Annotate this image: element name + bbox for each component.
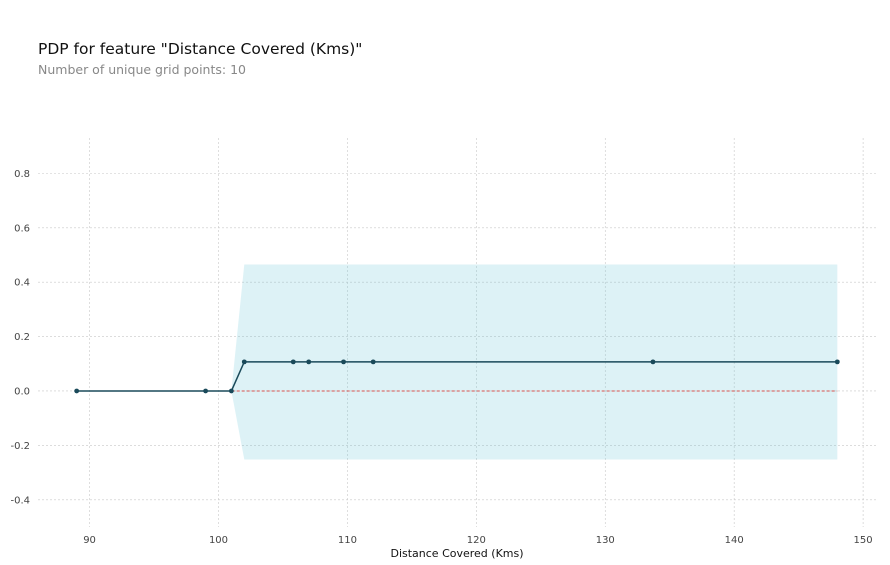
x-tick-label: 110 — [338, 535, 357, 546]
x-tick-label: 130 — [596, 535, 615, 546]
data-point — [834, 359, 840, 365]
data-point — [370, 359, 376, 365]
data-point — [290, 359, 296, 365]
x-tick-label: 120 — [467, 535, 486, 546]
chart-title: PDP for feature "Distance Covered (Kms)" — [38, 40, 363, 58]
data-point — [241, 359, 247, 365]
x-tick-label: 140 — [725, 535, 744, 546]
grid-lines — [38, 138, 876, 527]
y-tick-label: 0.0 — [14, 386, 30, 397]
data-point — [306, 359, 312, 365]
series-line — [76, 361, 838, 392]
data-point — [228, 388, 234, 394]
chart-subtitle: Number of unique grid points: 10 — [38, 62, 246, 77]
x-axis-label: Distance Covered (Kms) — [390, 547, 523, 560]
data-point — [650, 359, 656, 365]
y-tick-labels: -0.4 -0.2 0.0 0.2 0.4 0.6 0.8 — [10, 169, 30, 506]
x-tick-label: 100 — [209, 535, 228, 546]
data-point — [341, 359, 346, 365]
y-tick-label: 0.2 — [14, 332, 30, 343]
pdp-line-series — [74, 359, 840, 394]
data-point — [74, 388, 80, 394]
x-tick-label: 90 — [83, 535, 96, 546]
y-tick-label: 0.6 — [14, 223, 30, 234]
data-point — [203, 388, 209, 394]
y-tick-label: -0.2 — [10, 441, 30, 452]
y-tick-label: 0.8 — [14, 169, 30, 180]
y-tick-label: 0.4 — [14, 278, 30, 289]
x-tick-labels: 90 100 110 120 130 140 150 — [83, 535, 872, 546]
x-tick-label: 150 — [854, 535, 873, 546]
y-tick-label: -0.4 — [10, 495, 30, 506]
